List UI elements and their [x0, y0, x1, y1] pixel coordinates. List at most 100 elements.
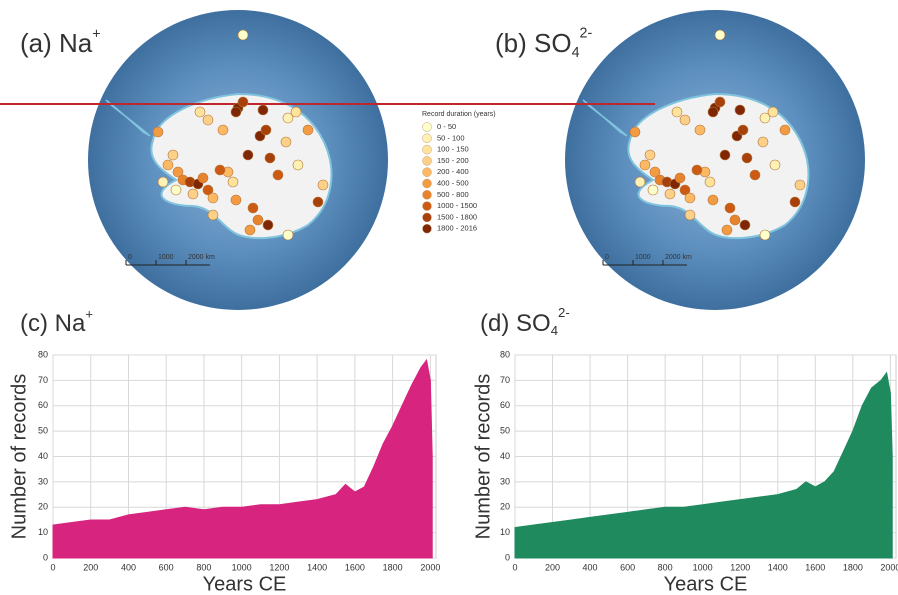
site-marker: [720, 150, 730, 160]
legend-label: 500 - 800: [437, 190, 469, 199]
x-tick-label: 1000: [693, 562, 713, 572]
y-tick-label: 10: [500, 527, 510, 537]
site-marker: [675, 173, 685, 183]
x-axis-label: Years CE: [203, 573, 287, 595]
site-marker: [195, 107, 205, 117]
legend-title: Record duration (years): [422, 111, 496, 118]
site-marker: [722, 225, 732, 235]
x-tick-label: 1200: [730, 562, 750, 572]
legend-label: 1500 - 1800: [437, 212, 477, 221]
y-tick-label: 50: [500, 426, 510, 436]
site-marker: [708, 107, 718, 117]
scale-label: 2000 km: [188, 254, 215, 261]
site-marker: [158, 177, 168, 187]
panel-title: (d) SO42-: [480, 306, 570, 339]
x-tick-label: 0: [512, 562, 517, 572]
y-tick-label: 40: [500, 451, 510, 461]
site-marker: [198, 173, 208, 183]
site-marker: [218, 125, 228, 135]
site-marker: [263, 220, 273, 230]
x-tick-label: 1400: [307, 562, 327, 572]
x-tick-label: 1600: [805, 562, 825, 572]
scale-label: 0: [128, 254, 132, 261]
legend-swatch: [423, 123, 432, 132]
site-marker: [708, 195, 718, 205]
x-tick-label: 400: [121, 562, 136, 572]
site-marker: [672, 107, 682, 117]
title-subscript: 4: [551, 324, 558, 339]
scale-label: 0: [605, 254, 609, 261]
y-tick-label: 0: [505, 552, 510, 562]
x-axis-label: Years CE: [664, 573, 748, 595]
site-marker: [640, 160, 650, 170]
x-tick-label: 1400: [768, 562, 788, 572]
y-tick-label: 60: [38, 400, 48, 410]
site-marker: [281, 137, 291, 147]
site-marker: [715, 30, 725, 40]
y-tick-label: 30: [38, 476, 48, 486]
x-tick-label: 0: [50, 562, 55, 572]
site-marker: [648, 185, 658, 195]
title-main: (b) SO: [495, 28, 572, 58]
x-tick-label: 2000: [420, 562, 440, 572]
title-superscript: +: [92, 26, 100, 42]
site-marker: [740, 220, 750, 230]
legend-label: 0 - 50: [437, 122, 456, 131]
legend-swatch: [423, 134, 432, 143]
site-marker: [231, 107, 241, 117]
site-marker: [208, 193, 218, 203]
x-tick-label: 600: [620, 562, 635, 572]
y-tick-label: 0: [43, 552, 48, 562]
title-main: (d) SO: [480, 310, 551, 337]
site-marker: [215, 165, 225, 175]
site-marker: [238, 97, 248, 107]
site-marker: [283, 230, 293, 240]
panel-title: (a) Na+: [20, 26, 101, 57]
site-marker: [665, 189, 675, 199]
title-superscript: +: [85, 307, 93, 322]
site-marker: [692, 165, 702, 175]
y-tick-label: 80: [38, 349, 48, 359]
legend-label: 400 - 500: [437, 178, 469, 187]
legend-label: 150 - 200: [437, 156, 469, 165]
y-tick-label: 70: [38, 375, 48, 385]
site-marker: [231, 195, 241, 205]
x-tick-label: 1600: [345, 562, 365, 572]
y-tick-label: 30: [500, 476, 510, 486]
site-marker: [715, 97, 725, 107]
site-marker: [768, 107, 778, 117]
site-marker: [758, 137, 768, 147]
x-tick-label: 600: [159, 562, 174, 572]
site-marker: [750, 170, 760, 180]
site-marker: [695, 125, 705, 135]
site-marker: [725, 203, 735, 213]
legend-swatch: [423, 168, 432, 177]
site-marker: [760, 230, 770, 240]
site-marker: [730, 215, 740, 225]
y-tick-label: 20: [38, 502, 48, 512]
site-marker: [208, 210, 218, 220]
legend-label: 50 - 100: [437, 133, 465, 142]
legend-swatch: [423, 224, 432, 233]
site-marker: [168, 150, 178, 160]
site-marker: [265, 153, 275, 163]
site-marker: [630, 127, 640, 137]
x-tick-label: 200: [545, 562, 560, 572]
title-superscript: 2-: [580, 25, 593, 41]
site-marker: [291, 107, 301, 117]
site-marker: [203, 115, 213, 125]
legend-label: 100 - 150: [437, 145, 469, 154]
legend-swatch: [423, 156, 432, 165]
y-axis-label: Number of records: [472, 374, 494, 540]
title-subscript: 4: [572, 45, 580, 61]
title-main: (a) Na: [20, 28, 93, 58]
site-marker: [318, 180, 328, 190]
figure: (a) Na+010002000 km(b) SO42-010002000 km…: [0, 0, 898, 595]
y-tick-label: 20: [500, 502, 510, 512]
site-marker: [261, 125, 271, 135]
site-marker: [228, 177, 238, 187]
x-tick-label: 200: [83, 562, 98, 572]
site-marker: [770, 160, 780, 170]
scale-label: 1000: [158, 254, 174, 261]
site-marker: [635, 177, 645, 187]
